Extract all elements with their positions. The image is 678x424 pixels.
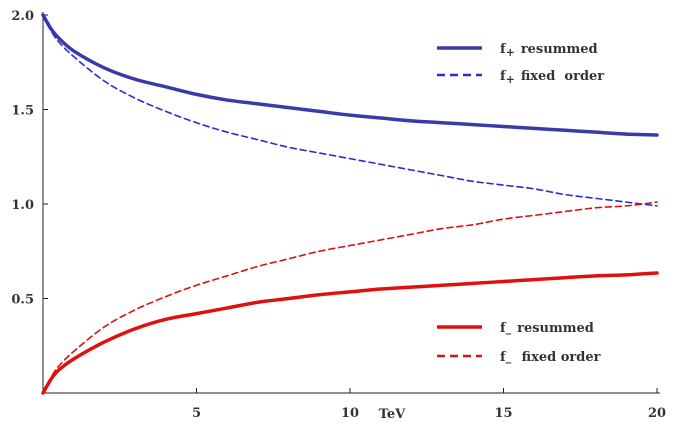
x-tick-label: 15 [494, 406, 512, 421]
ticks: 5 10 15 20 0.5 1.0 1.5 2.0 [11, 9, 666, 421]
legend-f-plus-fixed-order-label: f+ fixed order [500, 69, 604, 86]
f-plus-fixed-order-line [42, 14, 658, 207]
f-plus-resummed-line [41, 13, 659, 137]
x-tick-label: 10 [341, 406, 359, 421]
y-tick-label: 0.5 [11, 293, 34, 308]
y-tick-label: 2.0 [11, 9, 34, 24]
legend-f-plus-resummed-label: f+ resummed [500, 42, 598, 59]
legend-f-minus-resummed-label: f_ resummed [500, 321, 594, 336]
x-tick-label: 20 [648, 406, 666, 421]
y-tick-label: 1.0 [11, 198, 34, 213]
f-minus-resummed-line [41, 271, 659, 395]
y-tick-label: 1.5 [11, 104, 34, 119]
x-tick-label: 5 [192, 406, 201, 421]
series-group [41, 13, 659, 395]
legend: f+ resummed f+ fixed order f_ resummed f_ fixe… [437, 42, 604, 365]
f-minus-fixed-order-line [42, 201, 658, 394]
axes [42, 12, 660, 394]
legend-f-minus-fixed-order-label: f_ fixed order [500, 350, 601, 365]
x-axis-label: TeV [379, 407, 406, 422]
